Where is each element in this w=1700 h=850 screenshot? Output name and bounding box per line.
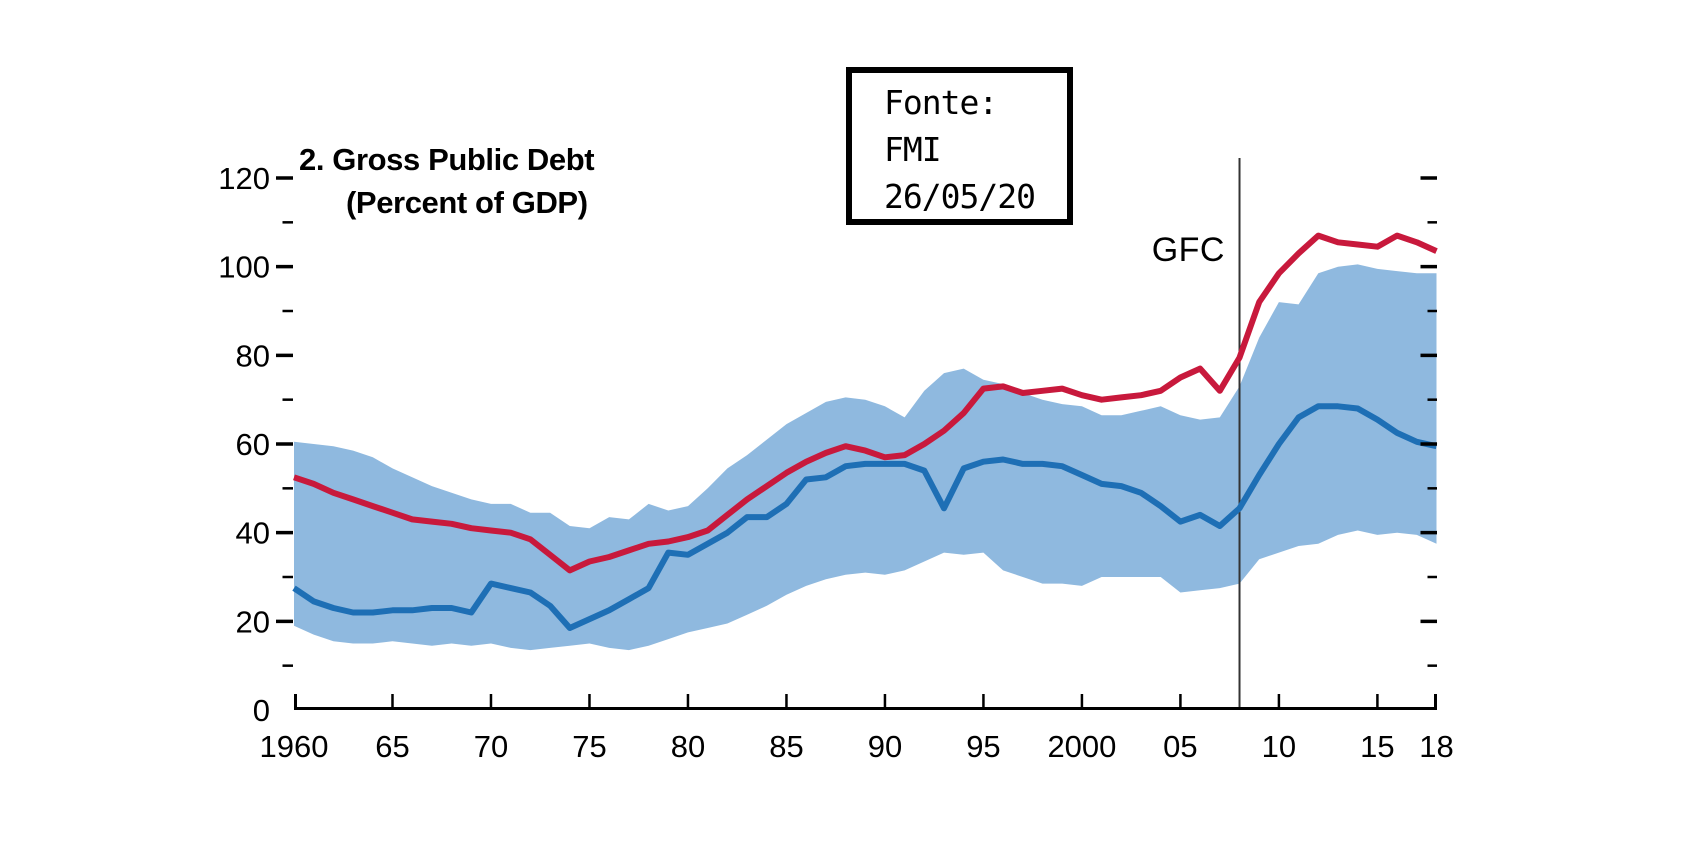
source-line-2: FMI: [884, 130, 942, 169]
x-axis-tick-label: 85: [769, 729, 803, 764]
source-line-1: Fonte:: [884, 83, 998, 122]
x-axis-tick-label: 70: [474, 729, 508, 764]
source-annotation-box: Fonte: FMI 26/05/20: [846, 67, 1073, 225]
x-axis-tick-label: 05: [1163, 729, 1197, 764]
red-line-series: [293, 232, 1438, 574]
y-axis-tick-label: 120: [218, 161, 270, 196]
x-axis-tick-label: 18: [1419, 729, 1453, 764]
x-axis-tick-label: 10: [1262, 729, 1296, 764]
x-axis-line: [294, 694, 1437, 710]
x-axis-tick-label: 90: [868, 729, 902, 764]
y-axis-tick-label: 0: [253, 693, 270, 728]
x-axis-tick-label: 1960: [260, 729, 329, 764]
blue-line-series: [292, 403, 1438, 631]
y-axis-tick-label: 60: [236, 427, 270, 462]
x-axis-tick-label: 95: [966, 729, 1000, 764]
source-line-3: 26/05/20: [884, 177, 1036, 216]
x-axis-tick-label: 15: [1360, 729, 1394, 764]
x-axis-tick-label: 2000: [1047, 729, 1116, 764]
x-axis-tick-label: 80: [671, 729, 705, 764]
gfc-annotation-label: GFC: [1151, 231, 1225, 269]
y-axis-tick-label: 40: [236, 516, 270, 551]
y-axis-tick-label: 100: [218, 250, 270, 285]
chart-title: 2. Gross Public Debt: [299, 142, 595, 177]
y-axis-tick-label: 80: [236, 338, 270, 373]
x-axis-tick-label: 75: [572, 729, 606, 764]
y-axis-tick-label: 20: [236, 604, 270, 639]
x-axis-tick-label: 65: [375, 729, 409, 764]
chart-subtitle: (Percent of GDP): [346, 185, 588, 220]
country-range-band-area: [294, 264, 1437, 651]
